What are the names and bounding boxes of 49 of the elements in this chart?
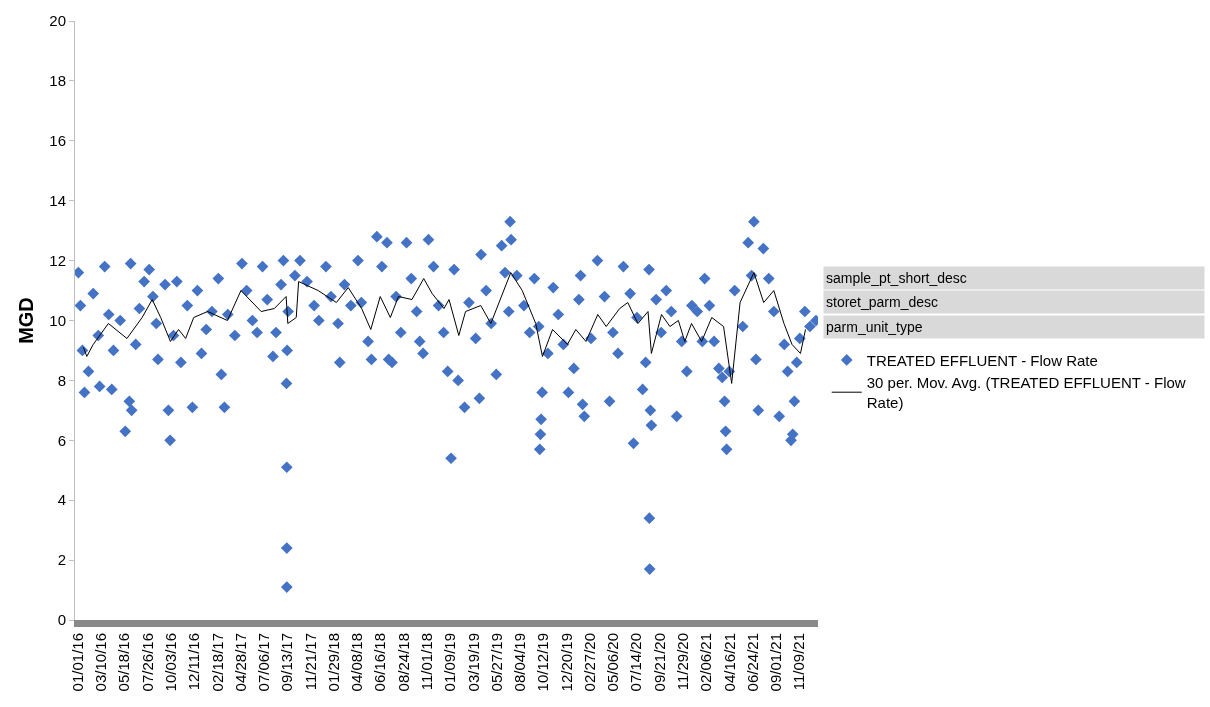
y-tick-label: 14 (49, 191, 66, 209)
x-tick-label: 05/27/19 (487, 633, 505, 692)
x-tick-label: 05/06/20 (604, 633, 622, 692)
x-tick-label: 09/01/21 (767, 633, 785, 692)
x-tick-label: 09/21/20 (650, 633, 668, 692)
text: sample_pt_short_desc (826, 270, 967, 286)
x-tick-label: 06/16/18 (371, 633, 389, 692)
x-tick-label: 10/12/19 (534, 633, 552, 692)
x-tick-label: 02/27/20 (580, 633, 598, 692)
x-tick-label: 07/06/17 (255, 633, 273, 692)
legend-label: TREATED EFFLUENT - Flow Rate (866, 351, 1098, 369)
y-tick-label: 8 (57, 371, 66, 389)
x-tick-label: 02/18/17 (208, 633, 226, 692)
y-tick-label: 18 (49, 72, 66, 90)
x-tick-label: 07/26/16 (138, 633, 156, 692)
x-tick-label: 03/10/16 (92, 633, 110, 692)
x-tick-label: 12/11/16 (185, 633, 203, 691)
x-tick-label: 07/14/20 (627, 633, 645, 692)
legend-label: 30 per. Mov. Avg. (TREATED EFFLUENT - Flow Rate) (866, 374, 1186, 411)
x-tick-label: 12/20/19 (557, 633, 575, 692)
y-tick-label: 12 (49, 251, 66, 269)
x-tick-label: 01/01/16 (68, 633, 86, 692)
y-tick-label: 0 (57, 611, 66, 629)
x-tick-label: 11/29/20 (673, 633, 691, 691)
x-tick-label: 01/09/19 (441, 633, 459, 692)
x-tick-label: 09/13/17 (278, 633, 296, 692)
y-tick-label: 16 (49, 132, 66, 150)
x-tick-label: 01/29/18 (324, 633, 342, 692)
x-tick-label: 06/24/21 (743, 633, 761, 692)
x-tick-label: 08/24/18 (394, 633, 412, 692)
x-tick-label: 04/08/18 (348, 633, 366, 692)
y-tick-label: 2 (57, 551, 66, 569)
text: parm_unit_type (826, 319, 923, 335)
x-tick-label: 10/03/16 (161, 633, 179, 692)
x-tick-label: 11/21/17 (301, 633, 319, 691)
x-tick-label: 05/18/16 (115, 633, 133, 692)
y-tick-label: 10 (49, 311, 66, 329)
y-tick-label: 6 (57, 431, 66, 449)
y-tick-label: 4 (57, 491, 66, 509)
x-tick-label: 04/16/21 (720, 633, 738, 692)
x-tick-label: 08/04/19 (511, 633, 529, 692)
x-tick-label: 03/19/19 (464, 633, 482, 692)
y-axis-title: MGD (14, 297, 37, 344)
text: storet_parm_desc (826, 294, 939, 310)
x-tick-label: 11/01/18 (417, 633, 435, 691)
x-tick-label: 04/28/17 (231, 633, 249, 692)
x-tick-label: 02/06/21 (697, 633, 715, 692)
x-tick-label: 11/09/21 (790, 633, 808, 691)
y-tick-label: 20 (49, 12, 66, 30)
